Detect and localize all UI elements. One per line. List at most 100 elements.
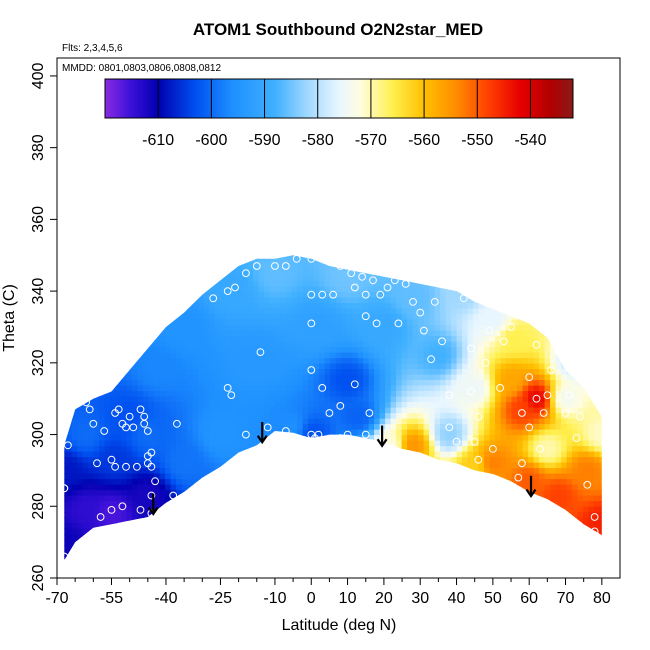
field-cell: [82, 512, 89, 519]
field-cell: [352, 270, 359, 277]
field-cell: [115, 319, 122, 326]
field-cell: [132, 374, 139, 381]
field-cell: [500, 512, 507, 519]
field-cell: [181, 325, 188, 332]
field-cell: [512, 567, 518, 573]
field-cell: [275, 347, 282, 354]
field-cell: [357, 490, 364, 497]
field-cell: [198, 292, 205, 299]
field-cell: [99, 248, 105, 254]
field-cell: [88, 385, 95, 392]
field-cell: [462, 556, 469, 561]
field-cell: [495, 314, 502, 321]
field-cell: [110, 385, 117, 392]
field-cell: [258, 369, 265, 376]
field-cell: [132, 391, 139, 398]
field-cell: [390, 512, 397, 519]
field-cell: [517, 517, 524, 524]
field-cell: [517, 319, 524, 326]
field-cell: [517, 275, 524, 282]
field-cell: [148, 484, 155, 491]
field-cell: [214, 286, 221, 293]
field-cell: [324, 424, 331, 431]
field-cell: [302, 330, 309, 337]
field-cell: [330, 374, 337, 381]
field-cell: [319, 539, 326, 546]
field-cell: [143, 259, 150, 266]
field-cell: [440, 281, 447, 288]
field-cell: [99, 451, 106, 458]
field-cell: [192, 314, 199, 321]
field-cell: [511, 380, 518, 387]
field-cell: [187, 435, 194, 442]
field-cell: [412, 297, 419, 304]
field-cell: [478, 479, 485, 486]
field-cell: [154, 440, 161, 447]
field-cell: [407, 325, 414, 332]
field-cell: [115, 369, 122, 376]
field-cell: [71, 435, 78, 442]
field-cell: [346, 259, 353, 266]
field-cell: [203, 391, 210, 398]
field-cell: [143, 281, 150, 288]
field-cell: [341, 495, 348, 502]
field-cell: [286, 556, 293, 561]
field-cell: [451, 385, 458, 392]
field-cell: [99, 495, 106, 502]
field-cell: [176, 275, 183, 282]
field-cell: [412, 517, 419, 524]
field-cell: [209, 523, 216, 530]
field-cell: [82, 281, 89, 288]
field-cell: [115, 363, 122, 370]
field-cell: [385, 363, 392, 370]
field-cell: [137, 418, 144, 425]
field-cell: [308, 330, 315, 337]
field-cell: [379, 528, 386, 535]
field-cell: [291, 484, 298, 491]
field-cell: [379, 374, 386, 381]
field-cell: [275, 319, 282, 326]
field-cell: [302, 545, 309, 552]
field-cell: [291, 363, 298, 370]
field-cell: [368, 440, 375, 447]
field-cell: [390, 407, 397, 414]
field-cell: [412, 429, 419, 436]
field-cell: [93, 539, 100, 546]
field-cell: [506, 429, 513, 436]
field-cell: [181, 523, 188, 530]
field-cell: [286, 259, 293, 266]
field-cell: [423, 314, 430, 321]
field-cell: [473, 336, 480, 343]
field-cell: [280, 363, 287, 370]
field-cell: [478, 297, 485, 304]
field-cell: [346, 451, 353, 458]
field-cell: [506, 286, 513, 293]
field-cell: [64, 319, 67, 326]
field-cell: [247, 462, 254, 469]
field-cell: [385, 490, 392, 497]
field-cell: [484, 352, 491, 359]
field-cell: [126, 330, 133, 337]
field-cell: [225, 292, 232, 299]
field-cell: [148, 556, 155, 561]
field-cell: [374, 512, 381, 519]
field-cell: [462, 501, 469, 508]
field-cell: [286, 539, 293, 546]
field-cell: [242, 413, 249, 420]
field-cell: [407, 330, 414, 337]
field-cell: [148, 255, 155, 260]
field-cell: [148, 391, 155, 398]
field-cell: [456, 550, 463, 557]
field-cell: [104, 270, 111, 277]
field-cell: [110, 440, 117, 447]
field-cell: [154, 391, 161, 398]
field-cell: [423, 528, 430, 535]
field-cell: [517, 391, 524, 398]
field-cell: [423, 385, 430, 392]
field-cell: [434, 534, 441, 541]
field-cell: [215, 562, 221, 568]
field-cell: [99, 534, 106, 541]
field-cell: [165, 435, 172, 442]
field-cell: [115, 385, 122, 392]
field-cell: [445, 479, 452, 486]
